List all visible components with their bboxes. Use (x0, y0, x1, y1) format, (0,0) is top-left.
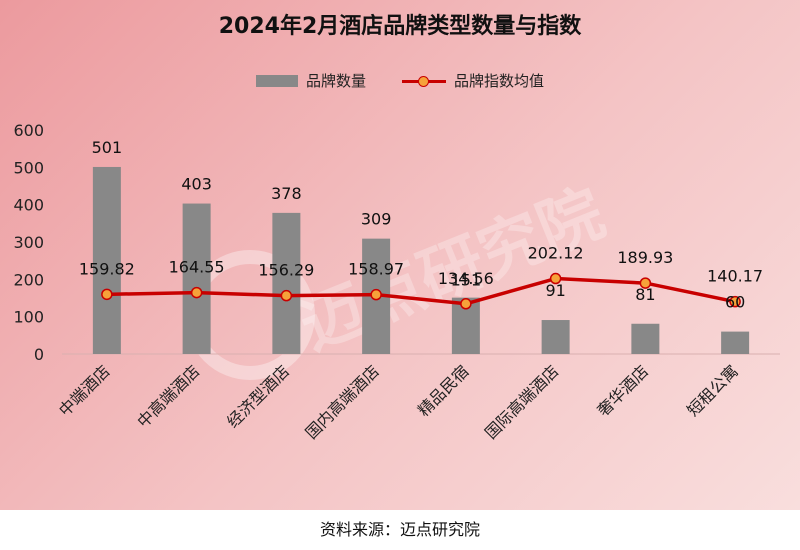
bar-value-label: 501 (92, 138, 123, 157)
x-tick-label: 国际高端酒店 (481, 361, 562, 442)
line-value-label: 156.29 (258, 261, 314, 280)
line-value-label: 189.93 (617, 248, 673, 267)
x-tick-label: 国内高端酒店 (302, 361, 383, 442)
bar (541, 320, 570, 354)
bar (631, 323, 660, 354)
data-labels: 501 403 378 309 151 91 81 60 159.82 164.55 156.29 1… (79, 138, 763, 312)
y-tick-label: 500 (13, 158, 44, 177)
x-tick-label: 中端酒店 (55, 361, 114, 420)
bar-value-label: 91 (545, 281, 565, 300)
chart-title: 2024年2月酒店品牌类型数量与指数 (218, 14, 582, 39)
x-tick-label: 奢华酒店 (594, 361, 653, 420)
line-point (549, 272, 562, 285)
y-tick-label: 300 (13, 233, 44, 252)
bar-value-label: 151 (451, 271, 482, 290)
bar-value-label: 60 (725, 293, 745, 312)
line-point (370, 288, 382, 301)
line-point (460, 298, 472, 310)
y-tick-label: 100 (13, 308, 44, 327)
line-value-label: 134.56 (438, 269, 494, 288)
line-value-label: 202.12 (528, 244, 584, 263)
line-value-label: 158.97 (348, 260, 404, 279)
legend-bar-swatch (255, 74, 298, 87)
x-tick-label: 中高端酒店 (133, 361, 203, 431)
legend-item-line: 品牌指数均值 (402, 70, 544, 91)
line-path (106, 276, 736, 306)
y-tick-label: 400 (13, 196, 44, 215)
line-point (280, 289, 293, 302)
bar-value-label: 378 (271, 184, 302, 203)
line-value-label: 159.82 (79, 259, 135, 278)
bar-value-label: 403 (181, 175, 212, 194)
chart-panel: 2024年2月酒店品牌类型数量与指数 品牌数量 品牌指数均值 迈点研究院 0 10… (0, 0, 800, 510)
bar (272, 212, 301, 354)
y-tick-label: 0 (34, 345, 44, 364)
line-point (639, 277, 652, 289)
chart-plot: 迈点研究院 0100200300400500600中端酒店 中高端酒店 经济型酒店国… (13, 121, 780, 443)
line-point (101, 288, 113, 301)
line-point (190, 286, 203, 299)
y-tick-label: 600 (13, 121, 44, 140)
line-point (729, 295, 741, 308)
bar (721, 331, 750, 354)
bar-value-label: 309 (361, 210, 392, 229)
legend-line-label: 品牌指数均值 (454, 72, 545, 90)
line-series (101, 272, 741, 310)
bar (92, 166, 121, 354)
legend-line-swatch (402, 75, 446, 87)
bar-value-label: 81 (635, 285, 655, 304)
bar (182, 203, 211, 354)
legend: 品牌数量 品牌指数均值 (0, 70, 800, 91)
legend-bar-label: 品牌数量 (305, 72, 366, 90)
x-tick-label: 短租公寓 (683, 361, 742, 420)
line-value-label: 140.17 (707, 267, 763, 286)
y-tick-label: 200 (13, 270, 44, 289)
line-value-label: 164.55 (169, 258, 225, 277)
legend-item-bar: 品牌数量 (255, 70, 366, 91)
source-note: 资料来源：迈点研究院 (319, 520, 480, 539)
x-tick-label: 精品民宿 (414, 361, 473, 420)
